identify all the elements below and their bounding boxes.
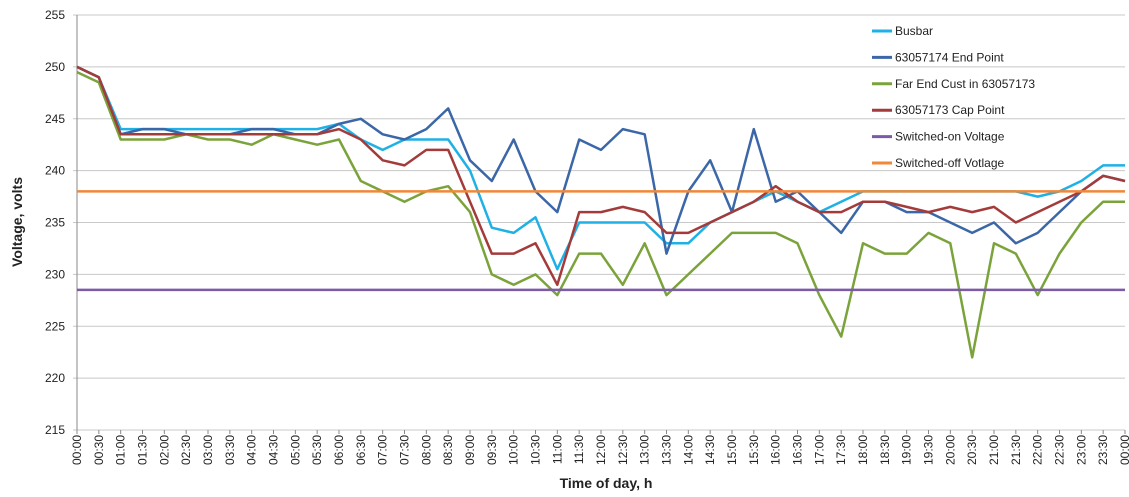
y-tick-label: 240: [45, 164, 65, 178]
y-axis-label: Voltage, volts: [9, 177, 25, 267]
x-tick-label: 12:30: [616, 435, 630, 465]
x-tick-label: 13:30: [660, 435, 674, 465]
x-tick-label: 21:30: [1009, 435, 1023, 465]
x-tick-label: 05:30: [310, 435, 324, 465]
x-tick-label: 00:00: [1118, 435, 1129, 465]
x-tick-label: 14:00: [681, 435, 695, 465]
x-tick-label: 21:00: [987, 435, 1001, 465]
x-tick-label: 15:30: [747, 435, 761, 465]
y-tick-label: 215: [45, 423, 65, 437]
y-tick-label: 220: [45, 371, 65, 385]
x-tick-label: 08:30: [441, 435, 455, 465]
legend-label: Switched-on Voltage: [895, 130, 1005, 144]
x-tick-label: 02:00: [157, 435, 171, 465]
x-tick-label: 15:00: [725, 435, 739, 465]
legend-label: 63057173 Cap Point: [895, 103, 1005, 117]
series-line: [76, 70, 1125, 359]
x-tick-label: 03:30: [223, 435, 237, 465]
y-tick-label: 235: [45, 216, 65, 230]
x-tick-label: 16:00: [769, 435, 783, 465]
legend-label: Far End Cust in 63057173: [895, 77, 1035, 91]
x-tick-label: 11:00: [550, 435, 564, 464]
x-tick-label: 07:30: [398, 435, 412, 465]
x-tick-label: 01:00: [114, 435, 128, 465]
series-line: [76, 65, 1126, 287]
x-tick-label: 09:30: [485, 435, 499, 465]
x-tick-label: 05:00: [288, 435, 302, 465]
x-tick-label: 06:30: [354, 435, 368, 465]
y-tick-label: 250: [45, 60, 65, 74]
x-tick-label: 16:30: [791, 435, 805, 465]
x-tick-label: 23:00: [1074, 435, 1088, 465]
y-tick-label: 245: [45, 112, 65, 126]
x-tick-label: 10:00: [507, 435, 521, 465]
x-tick-label: 11:30: [572, 435, 586, 464]
y-tick-label: 230: [45, 267, 65, 281]
x-tick-label: 20:30: [965, 435, 979, 465]
x-tick-label: 17:00: [812, 435, 826, 465]
x-tick-label: 04:30: [267, 435, 281, 465]
x-tick-label: 18:00: [856, 435, 870, 465]
x-tick-label: 14:30: [703, 435, 717, 465]
x-tick-label: 22:30: [1053, 435, 1067, 465]
x-tick-label: 23:30: [1096, 435, 1110, 465]
x-tick-label: 17:30: [834, 435, 848, 465]
x-axis-label: Time of day, h: [560, 475, 653, 491]
x-tick-label: 22:00: [1031, 435, 1045, 465]
x-tick-label: 20:00: [943, 435, 957, 465]
x-tick-label: 01:30: [136, 435, 150, 465]
x-tick-label: 02:30: [179, 435, 193, 465]
x-tick-label: 06:00: [332, 435, 346, 465]
x-tick-label: 07:00: [376, 435, 390, 465]
x-tick-label: 13:00: [638, 435, 652, 465]
x-tick-label: 08:00: [419, 435, 433, 465]
x-tick-label: 19:30: [922, 435, 936, 465]
x-tick-label: 00:30: [92, 435, 106, 465]
x-tick-label: 00:00: [70, 435, 84, 465]
y-tick-label: 255: [45, 8, 65, 22]
x-tick-label: 09:00: [463, 435, 477, 465]
x-tick-label: 12:00: [594, 435, 608, 465]
x-tick-label: 18:30: [878, 435, 892, 465]
x-tick-label: 03:00: [201, 435, 215, 465]
x-tick-label: 10:30: [529, 435, 543, 465]
legend-label: 63057174 End Point: [895, 50, 1004, 64]
x-tick-label: 19:00: [900, 435, 914, 465]
y-tick-label: 225: [45, 319, 65, 333]
x-tick-label: 04:00: [245, 435, 259, 465]
legend-label: Switched-off Votlage: [895, 156, 1005, 170]
legend-label: Busbar: [895, 24, 933, 38]
series-line: [76, 65, 1126, 255]
